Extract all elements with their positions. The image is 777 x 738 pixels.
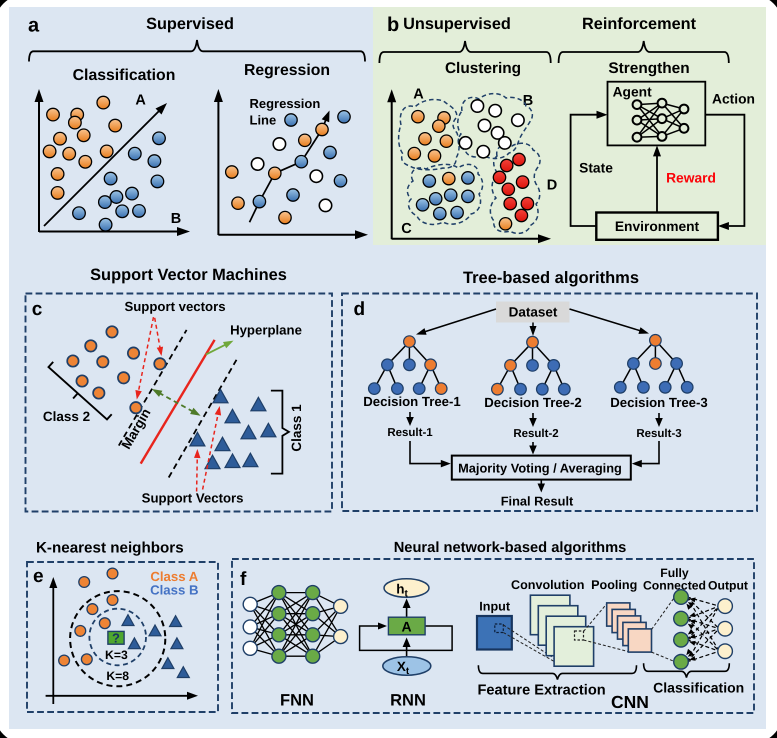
- svg-text:Reward: Reward: [666, 171, 716, 186]
- svg-text:Supervised: Supervised: [146, 15, 234, 33]
- svg-text:Support Vectors: Support Vectors: [142, 491, 244, 506]
- svg-text:Decision Tree-2: Decision Tree-2: [484, 395, 581, 410]
- svg-text:Output: Output: [708, 579, 748, 593]
- svg-text:Reinforcement: Reinforcement: [582, 15, 697, 33]
- svg-text:Support Vector Machines: Support Vector Machines: [90, 266, 287, 284]
- svg-text:Pooling: Pooling: [591, 578, 637, 592]
- svg-text:Connected: Connected: [643, 579, 706, 593]
- svg-text:Convolution: Convolution: [511, 578, 584, 592]
- svg-text:Line: Line: [250, 113, 277, 128]
- svg-text:Feature Extraction: Feature Extraction: [478, 683, 606, 699]
- svg-text:K=3: K=3: [105, 648, 128, 662]
- svg-text:Clustering: Clustering: [445, 60, 521, 77]
- svg-text:Regression: Regression: [244, 62, 330, 79]
- svg-text:Dataset: Dataset: [509, 305, 558, 320]
- svg-text:A: A: [413, 87, 424, 103]
- svg-text:b: b: [387, 14, 399, 36]
- svg-text:e: e: [33, 566, 44, 587]
- svg-text:K-nearest neighbors: K-nearest neighbors: [36, 540, 184, 557]
- svg-text:FNN: FNN: [280, 692, 314, 710]
- svg-text:Action: Action: [712, 92, 755, 107]
- svg-text:RNN: RNN: [390, 692, 426, 710]
- svg-text:Class B: Class B: [150, 583, 198, 598]
- svg-text:Decision Tree-3: Decision Tree-3: [610, 395, 707, 410]
- svg-text:A: A: [135, 93, 146, 109]
- svg-text:?: ?: [112, 631, 120, 646]
- svg-text:Fully: Fully: [660, 566, 689, 580]
- svg-text:Final Result: Final Result: [501, 494, 574, 509]
- svg-text:a: a: [28, 15, 40, 37]
- svg-text:Input: Input: [479, 600, 511, 614]
- svg-text:Environment: Environment: [615, 219, 700, 234]
- svg-text:Classification: Classification: [73, 67, 176, 84]
- svg-text:B: B: [523, 93, 533, 109]
- svg-text:State: State: [579, 161, 613, 176]
- svg-text:Result-3: Result-3: [636, 428, 681, 440]
- svg-text:Unsupervised: Unsupervised: [403, 15, 511, 33]
- svg-text:c: c: [32, 299, 43, 320]
- svg-text:Agent: Agent: [613, 85, 652, 100]
- svg-text:d: d: [354, 299, 366, 320]
- svg-text:K=8: K=8: [106, 669, 129, 683]
- svg-text:Hyperplane: Hyperplane: [230, 323, 302, 338]
- svg-text:Result-1: Result-1: [387, 427, 433, 439]
- svg-text:Class 1: Class 1: [289, 404, 304, 452]
- svg-text:f: f: [240, 569, 247, 590]
- svg-text:Classification: Classification: [653, 680, 744, 696]
- svg-text:C: C: [401, 221, 412, 237]
- svg-text:Support vectors: Support vectors: [124, 299, 225, 314]
- svg-text:Strengthen: Strengthen: [608, 60, 689, 77]
- svg-text:D: D: [547, 178, 557, 194]
- svg-text:CNN: CNN: [611, 692, 649, 712]
- svg-text:Neural network-based algorithm: Neural network-based algorithms: [394, 540, 627, 556]
- svg-text:Majority Voting / Averaging: Majority Voting / Averaging: [458, 460, 622, 475]
- svg-text:A: A: [402, 619, 412, 635]
- svg-text:Decision Tree-1: Decision Tree-1: [363, 394, 460, 409]
- svg-text:Regression: Regression: [250, 96, 321, 111]
- svg-text:Result-2: Result-2: [513, 428, 558, 440]
- svg-text:B: B: [171, 211, 181, 227]
- svg-text:Class A: Class A: [150, 569, 198, 584]
- svg-text:Tree-based algorithms: Tree-based algorithms: [463, 269, 639, 287]
- svg-text:Class 2: Class 2: [43, 409, 90, 424]
